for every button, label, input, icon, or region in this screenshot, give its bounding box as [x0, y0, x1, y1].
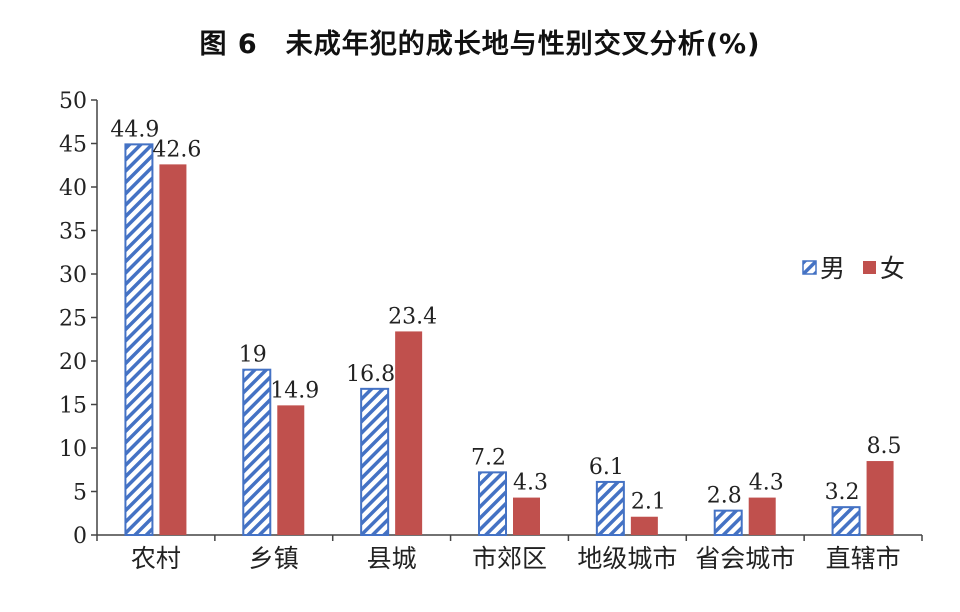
x-category-label: 农村 — [131, 544, 181, 573]
bar-female — [159, 164, 187, 535]
bar-male — [124, 143, 154, 536]
data-label-female: 4.3 — [513, 471, 548, 496]
data-label-male: 3.2 — [825, 480, 860, 505]
y-tick-label: 0 — [73, 524, 87, 549]
bar-female — [395, 331, 423, 535]
data-label-male: 16.8 — [346, 362, 395, 387]
bar-male — [713, 509, 743, 537]
data-label-female: 23.4 — [388, 304, 437, 329]
bar-female — [277, 405, 305, 535]
legend-label-male: 男 — [820, 254, 845, 283]
data-label-female: 2.1 — [631, 490, 666, 515]
x-category-label: 乡镇 — [249, 544, 299, 573]
y-tick-label: 25 — [59, 307, 87, 332]
data-label-male: 19 — [239, 343, 267, 368]
data-label-female: 8.5 — [867, 434, 902, 459]
x-category-label: 直辖市 — [826, 544, 901, 573]
data-label-female: 4.3 — [749, 471, 784, 496]
data-label-female: 42.6 — [152, 137, 201, 162]
data-label-male: 6.1 — [589, 455, 624, 480]
bars — [124, 143, 894, 537]
bar-female — [630, 516, 658, 535]
bar-female — [748, 497, 776, 535]
y-tick-label: 15 — [59, 394, 87, 419]
y-tick-label: 20 — [59, 350, 87, 375]
legend: 男女 — [802, 254, 905, 283]
legend-swatch-male — [802, 260, 817, 275]
bar-male — [242, 368, 272, 537]
y-tick-label: 30 — [59, 263, 87, 288]
x-category-label: 省会城市 — [695, 544, 795, 573]
data-label-male: 44.9 — [110, 117, 159, 142]
data-labels: 44.9 19 16.8 7.2 6.1 2.8 3.2 42.6 14.9 23.4 4.3 2.1… — [110, 117, 901, 514]
bar-male — [360, 387, 390, 536]
y-tick-label: 10 — [59, 437, 87, 462]
chart-title: 图 6 未成年犯的成长地与性别交叉分析(%) — [199, 29, 761, 60]
x-category-label: 市郊区 — [472, 544, 547, 573]
bar-male — [478, 471, 507, 536]
y-tick-label: 45 — [59, 133, 87, 158]
bar-male — [595, 480, 625, 536]
bar-female — [866, 461, 894, 535]
y-tick-label: 5 — [73, 481, 87, 506]
data-label-female: 14.9 — [270, 378, 319, 403]
data-label-male: 2.8 — [707, 484, 742, 509]
legend-label-female: 女 — [880, 254, 905, 283]
y-tick-label: 40 — [59, 176, 87, 201]
bar-female — [513, 497, 540, 535]
y-tick-label: 35 — [59, 220, 87, 245]
x-category-label: 县城 — [367, 544, 417, 573]
axes: 0 5 10 15 20 25 30 35 40 45 50 农村 乡镇 县城 市郊区 地级城市 省会城市 直辖市 — [59, 89, 923, 573]
y-tick-label: 50 — [59, 89, 87, 114]
data-label-male: 7.2 — [471, 445, 506, 470]
legend-swatch-female — [863, 261, 876, 274]
x-category-label: 地级城市 — [577, 544, 677, 573]
bar-male — [831, 506, 861, 537]
